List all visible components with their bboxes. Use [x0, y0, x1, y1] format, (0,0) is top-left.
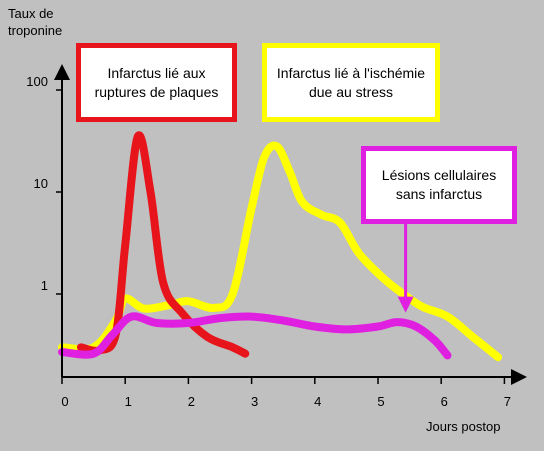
y-axis-label: Taux de troponine — [8, 6, 63, 38]
annotation-stress-ischemia: Infarctus lié à l'ischémie due au stress — [262, 43, 440, 122]
x-tick-label-5: 5 — [377, 394, 384, 409]
y-tick-label-2: 100 — [26, 74, 48, 89]
x-tick-label-0: 0 — [61, 394, 68, 409]
x-axis-label: Jours postop — [426, 419, 501, 434]
x-tick-label-4: 4 — [314, 394, 321, 409]
x-tick-label-2: 2 — [188, 394, 195, 409]
series-line-2 — [58, 312, 452, 360]
y-tick-label-1: 10 — [34, 176, 48, 191]
x-tick-label-7: 7 — [504, 394, 511, 409]
annotation-arrow-head — [397, 296, 414, 313]
series-line-0 — [76, 131, 250, 358]
annotation-cell-lesions: Lésions cellulaires sans infarctus — [361, 146, 517, 224]
annotation-stress-ischemia-text: Infarctus lié à l'ischémie due au stress — [276, 64, 426, 100]
x-axis-arrow — [511, 369, 527, 385]
y-axis-arrow — [54, 64, 70, 80]
annotation-plaque-rupture-text: Infarctus lié aux ruptures de plaques — [94, 64, 219, 100]
x-tick-label-6: 6 — [441, 394, 448, 409]
x-tick-label-3: 3 — [251, 394, 258, 409]
annotation-plaque-rupture: Infarctus lié aux ruptures de plaques — [76, 43, 237, 122]
annotation-cell-lesions-text: Lésions cellulaires sans infarctus — [381, 167, 497, 202]
y-tick-label-0: 1 — [41, 278, 48, 293]
x-tick-label-1: 1 — [125, 394, 132, 409]
